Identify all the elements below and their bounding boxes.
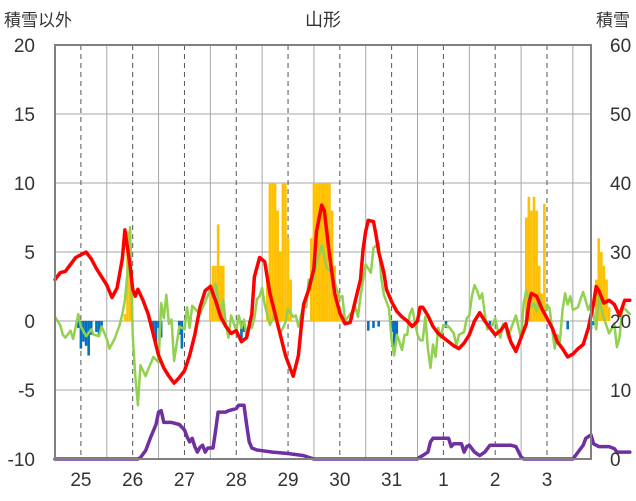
x-tick-label: 25 <box>70 470 91 491</box>
y-right-tick-label: 30 <box>610 243 631 264</box>
bar <box>537 265 541 321</box>
bar <box>325 183 329 321</box>
x-tick-label: 26 <box>122 470 143 491</box>
x-tick-label: 28 <box>226 470 247 491</box>
x-tick-label: 27 <box>174 470 195 491</box>
bar <box>600 252 603 321</box>
bar <box>444 321 448 328</box>
bar <box>95 321 98 333</box>
x-tick-label: 30 <box>329 470 350 491</box>
bar <box>535 210 538 321</box>
y-right-tick-label: 20 <box>610 312 631 333</box>
y-left-tick-label: 15 <box>14 105 35 126</box>
bar <box>543 203 546 321</box>
bar <box>527 196 531 321</box>
bar <box>289 279 292 321</box>
bar <box>268 183 272 321</box>
bar <box>97 321 101 335</box>
bar <box>281 183 285 321</box>
bar <box>87 321 90 356</box>
plot-frame <box>54 44 592 460</box>
bar <box>157 321 160 328</box>
bar <box>154 321 158 342</box>
x-tick-label: 31 <box>381 470 402 491</box>
bar <box>594 279 598 321</box>
y-axis-right-label: 積雪 <box>596 11 630 31</box>
bar <box>79 321 83 349</box>
x-tick-label: 3 <box>542 470 553 491</box>
bar <box>320 183 323 321</box>
bar <box>152 321 155 333</box>
x-tick-label: 1 <box>438 470 449 491</box>
bar <box>566 321 569 330</box>
grid <box>55 44 591 460</box>
bar <box>216 224 220 321</box>
y-left-tick-label: 20 <box>14 36 35 57</box>
y-right-tick-label: 60 <box>610 36 631 57</box>
bar <box>273 183 277 321</box>
bar <box>392 321 396 349</box>
bar <box>377 321 380 327</box>
bar <box>219 265 223 321</box>
y-right-tick-label: 0 <box>610 450 621 471</box>
bar <box>284 183 287 321</box>
bar <box>597 238 601 321</box>
bar <box>222 265 225 321</box>
x-tick-label: 2 <box>490 470 501 491</box>
bar <box>372 321 375 328</box>
bar <box>271 183 274 321</box>
y-right-tick-label: 10 <box>610 381 631 402</box>
bar <box>240 321 243 342</box>
y-right-tick-label: 50 <box>610 105 631 126</box>
bar <box>77 321 80 328</box>
bar <box>532 196 536 321</box>
bar <box>488 321 492 326</box>
bar <box>278 252 282 321</box>
bar <box>180 321 184 349</box>
bar <box>607 307 611 321</box>
bar <box>530 210 533 321</box>
bar <box>602 265 606 321</box>
y-left-tick-label: -5 <box>18 381 35 402</box>
bar <box>592 321 595 326</box>
bar <box>214 265 217 321</box>
bar <box>395 321 399 335</box>
x-tick-label: 29 <box>277 470 298 491</box>
y-left-tick-label: -10 <box>8 450 35 471</box>
bar <box>266 279 269 321</box>
bar <box>276 210 279 321</box>
bar <box>123 314 127 321</box>
bar <box>524 217 528 321</box>
y-left-tick-label: 0 <box>24 312 35 333</box>
y-left-tick-label: 10 <box>14 174 35 195</box>
bar <box>286 238 290 321</box>
temperature-line <box>53 203 632 385</box>
y-axis-left-label: 積雪以外 <box>4 11 72 31</box>
y-right-tick-label: 40 <box>610 174 631 195</box>
chart-title: 山形 <box>305 10 341 31</box>
bar <box>367 321 370 331</box>
y-left-tick-label: 5 <box>24 243 35 264</box>
bar <box>89 321 93 335</box>
bar <box>84 321 88 346</box>
bar <box>209 283 212 321</box>
